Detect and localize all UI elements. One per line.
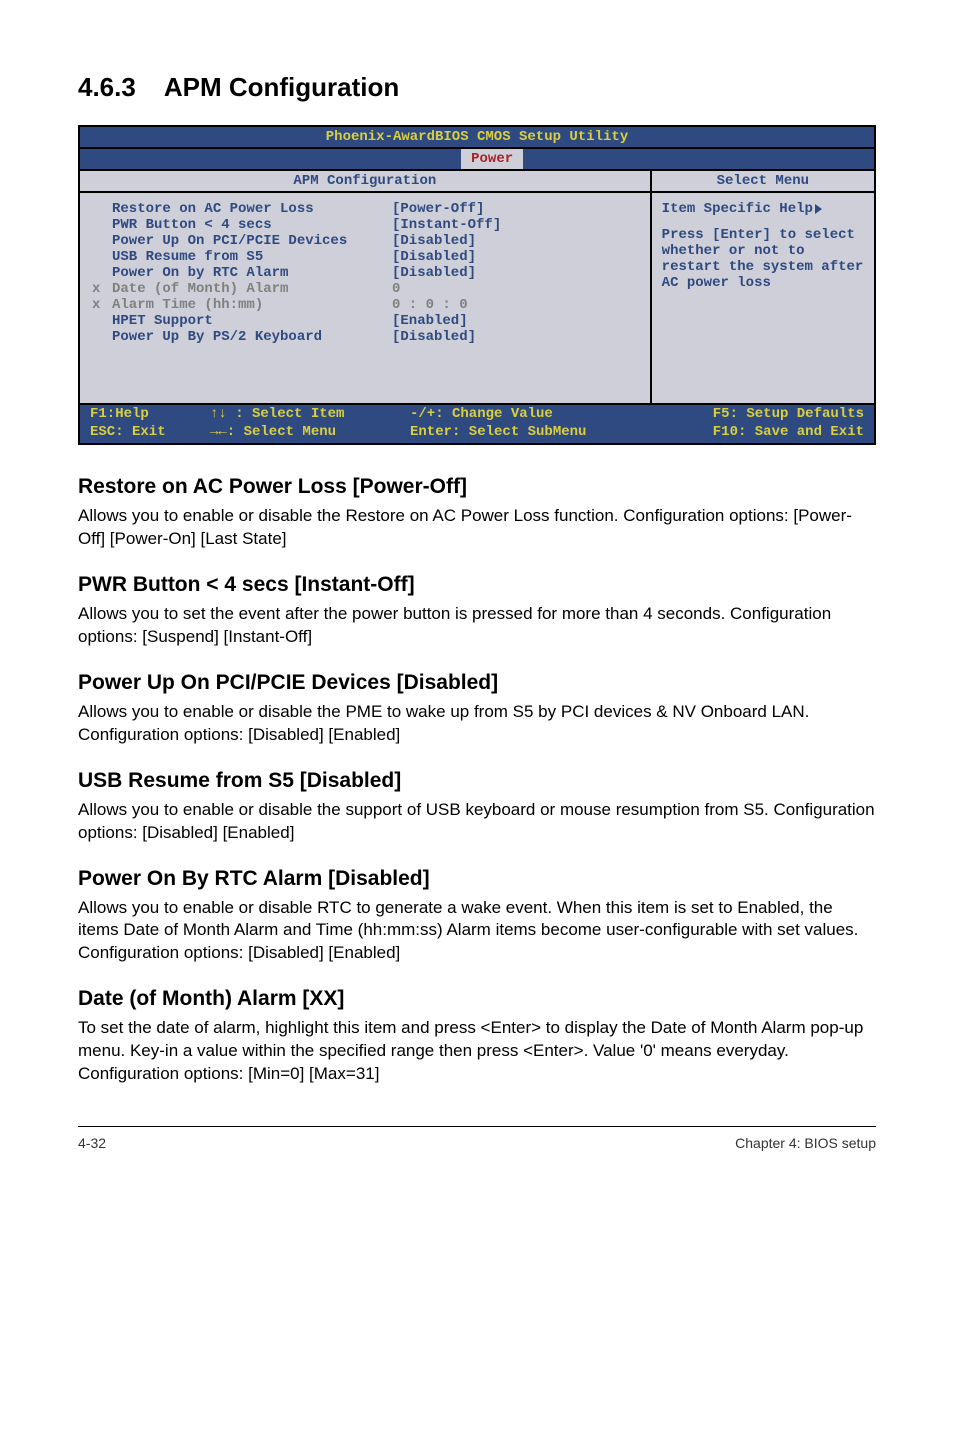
heading-title: APM Configuration — [164, 72, 399, 103]
section-body: Allows you to enable or disable RTC to g… — [78, 897, 876, 966]
row-prefix: x — [92, 297, 112, 313]
row-label: Power Up On PCI/PCIE Devices — [112, 233, 392, 249]
row-label: Power On by RTC Alarm — [112, 265, 392, 281]
bios-footer: F1:Help ESC: Exit ↑↓ : Select Item →←: Sel… — [80, 403, 874, 443]
row-prefix — [92, 233, 112, 249]
row-value: [Disabled] — [392, 249, 476, 265]
bios-header: Phoenix-AwardBIOS CMOS Setup Utility — [80, 127, 874, 149]
page-number: 4-32 — [78, 1135, 106, 1151]
settings-list: Restore on AC Power Loss[Power-Off]PWR B… — [80, 193, 652, 403]
setting-row[interactable]: USB Resume from S5[Disabled] — [92, 249, 650, 265]
section-body: Allows you to set the event after the po… — [78, 603, 876, 649]
section-body: To set the date of alarm, highlight this… — [78, 1017, 876, 1086]
foot-save-exit: F10: Save and Exit — [713, 424, 864, 440]
row-label: USB Resume from S5 — [112, 249, 392, 265]
section-body: Allows you to enable or disable the Rest… — [78, 505, 876, 551]
help-title: Item Specific Help — [662, 201, 813, 217]
section-title: Restore on AC Power Loss [Power-Off] — [78, 475, 876, 499]
row-label: PWR Button < 4 secs — [112, 217, 392, 233]
section-body: Allows you to enable or disable the PME … — [78, 701, 876, 747]
row-label: Power Up By PS/2 Keyboard — [112, 329, 392, 345]
section-heading: 4.6.3 APM Configuration — [78, 72, 876, 103]
section-title: Date (of Month) Alarm [XX] — [78, 987, 876, 1011]
chapter-label: Chapter 4: BIOS setup — [735, 1135, 876, 1151]
bios-tab-bar: Power — [80, 149, 874, 171]
panel-title: APM Configuration — [80, 171, 650, 193]
row-value: [Instant-Off] — [392, 217, 501, 233]
foot-select-submenu: Enter: Select SubMenu — [410, 424, 586, 440]
heading-number: 4.6.3 — [78, 72, 136, 103]
foot-setup-defaults: F5: Setup Defaults — [713, 406, 864, 422]
row-label: Alarm Time (hh:mm) — [112, 297, 392, 313]
tab-power[interactable]: Power — [461, 149, 523, 169]
section-title: USB Resume from S5 [Disabled] — [78, 769, 876, 793]
setting-row[interactable]: HPET Support[Enabled] — [92, 313, 650, 329]
page-footer: 4-32 Chapter 4: BIOS setup — [78, 1126, 876, 1151]
tab-spacer-left — [80, 149, 461, 169]
setting-row[interactable]: Power Up On PCI/PCIE Devices[Disabled] — [92, 233, 650, 249]
row-prefix: x — [92, 281, 112, 297]
bios-screenshot: Phoenix-AwardBIOS CMOS Setup Utility Pow… — [78, 125, 876, 445]
row-prefix — [92, 329, 112, 345]
row-value: [Power-Off] — [392, 201, 484, 217]
row-value: [Disabled] — [392, 233, 476, 249]
row-prefix — [92, 249, 112, 265]
section-title: Power On By RTC Alarm [Disabled] — [78, 867, 876, 891]
section-body: Allows you to enable or disable the supp… — [78, 799, 876, 845]
row-label: Restore on AC Power Loss — [112, 201, 392, 217]
foot-change-value: -/+: Change Value — [410, 406, 553, 422]
row-label: Date (of Month) Alarm — [112, 281, 392, 297]
help-panel: Item Specific Help Press [Enter] to sele… — [652, 193, 874, 403]
section-title: PWR Button < 4 secs [Instant-Off] — [78, 573, 876, 597]
foot-exit: ESC: Exit — [90, 424, 166, 440]
help-text: Press [Enter] to select whether or not t… — [662, 227, 864, 291]
setting-row[interactable]: PWR Button < 4 secs[Instant-Off] — [92, 217, 650, 233]
select-menu-header: Select Menu — [652, 171, 874, 193]
foot-help: F1:Help — [90, 406, 149, 422]
section-title: Power Up On PCI/PCIE Devices [Disabled] — [78, 671, 876, 695]
setting-row[interactable]: Restore on AC Power Loss[Power-Off] — [92, 201, 650, 217]
row-label: HPET Support — [112, 313, 392, 329]
row-prefix — [92, 313, 112, 329]
foot-select-item: ↑↓ : Select Item — [210, 406, 344, 422]
triangle-right-icon — [815, 204, 822, 214]
setting-row[interactable]: Power On by RTC Alarm[Disabled] — [92, 265, 650, 281]
setting-row[interactable]: Power Up By PS/2 Keyboard[Disabled] — [92, 329, 650, 345]
row-value: [Disabled] — [392, 329, 476, 345]
row-value: [Disabled] — [392, 265, 476, 281]
foot-select-menu: →←: Select Menu — [210, 424, 336, 440]
row-value: [Enabled] — [392, 313, 468, 329]
tab-spacer-right — [523, 149, 874, 169]
row-value: 0 — [392, 281, 400, 297]
row-value: 0 : 0 : 0 — [392, 297, 468, 313]
setting-row[interactable]: xDate (of Month) Alarm 0 — [92, 281, 650, 297]
row-prefix — [92, 201, 112, 217]
setting-row[interactable]: xAlarm Time (hh:mm) 0 : 0 : 0 — [92, 297, 650, 313]
row-prefix — [92, 217, 112, 233]
row-prefix — [92, 265, 112, 281]
